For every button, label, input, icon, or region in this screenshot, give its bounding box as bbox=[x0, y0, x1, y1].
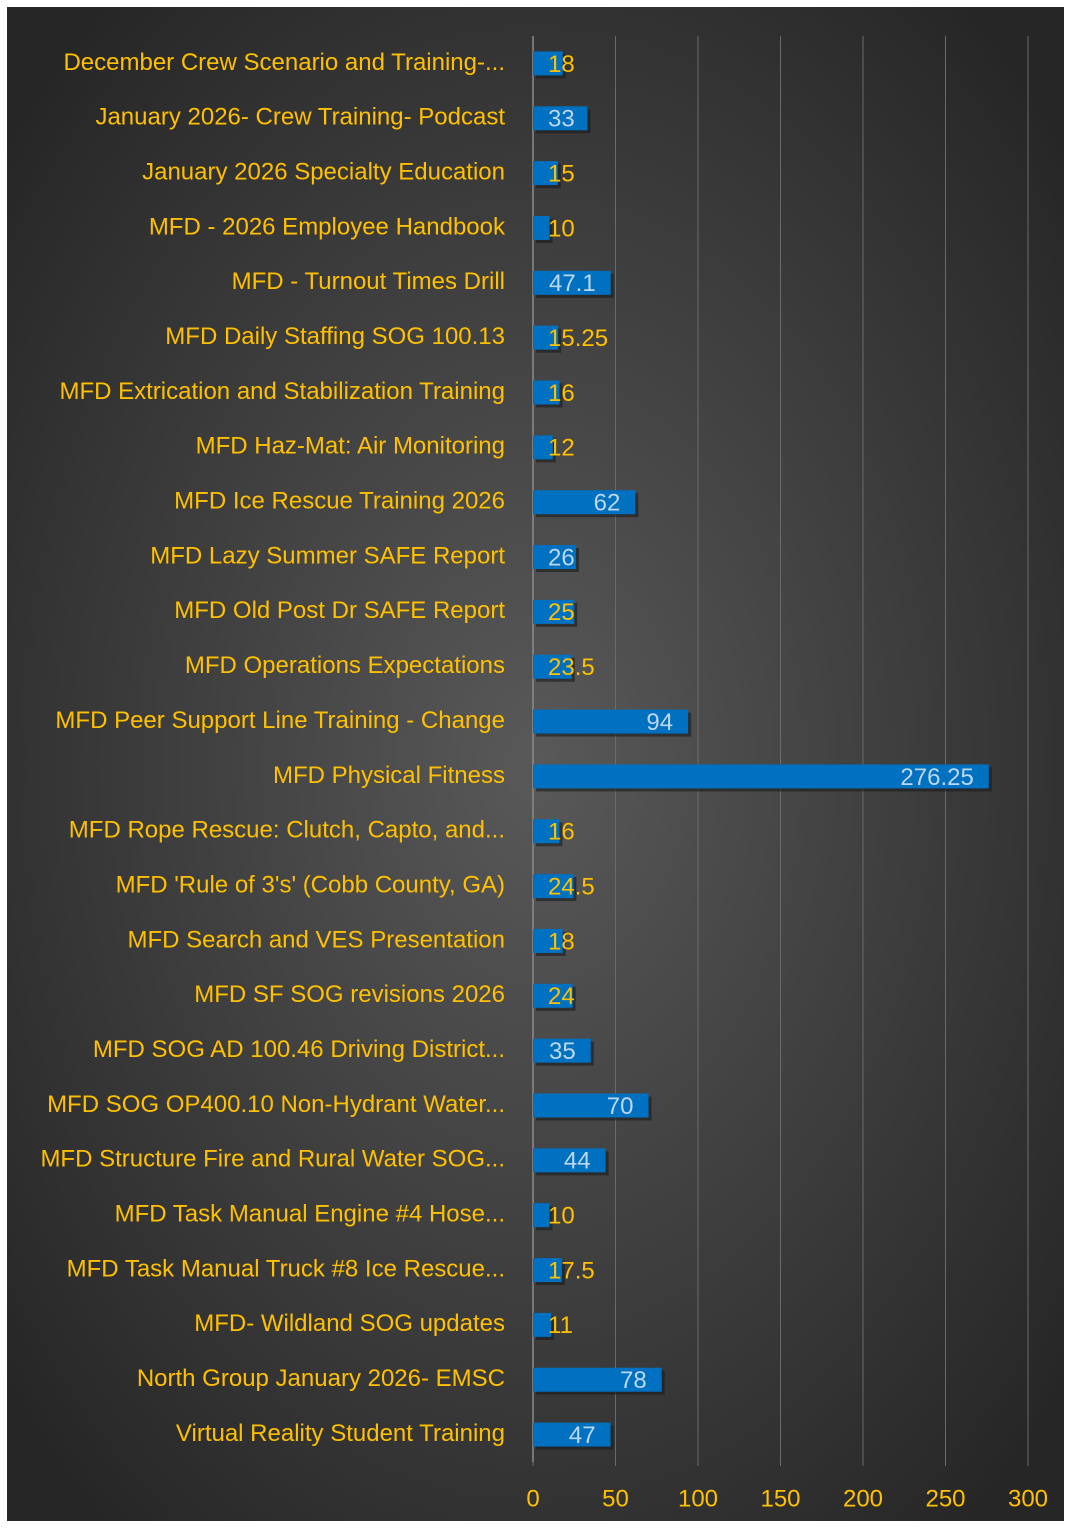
data-label: 15 bbox=[548, 160, 575, 187]
y-tick-label: MFD 'Rule of 3's' (Cobb County, GA) bbox=[116, 871, 505, 898]
bar bbox=[533, 490, 636, 515]
data-label: 16 bbox=[548, 819, 575, 846]
data-label: 70 bbox=[607, 1093, 634, 1120]
bar bbox=[533, 1367, 662, 1392]
y-tick-label: MFD Extrication and Stabilization Traini… bbox=[59, 378, 505, 405]
x-tick-label: 50 bbox=[602, 1485, 629, 1512]
y-tick-label: MFD Physical Fitness bbox=[273, 762, 505, 789]
bar bbox=[533, 325, 559, 350]
bar bbox=[533, 654, 572, 679]
y-tick-label: MFD Peer Support Line Training - Change bbox=[55, 707, 505, 734]
data-label: 276.25 bbox=[900, 764, 973, 791]
bar bbox=[533, 545, 576, 570]
bar bbox=[533, 1093, 649, 1118]
x-tick-label: 0 bbox=[526, 1485, 539, 1512]
y-tick-label: MFD SOG OP400.10 Non-Hydrant Water... bbox=[47, 1091, 505, 1118]
bar bbox=[533, 1038, 591, 1063]
bar bbox=[533, 435, 553, 460]
y-tick-label: North Group January 2026- EMSC bbox=[137, 1365, 505, 1392]
bar bbox=[533, 764, 989, 789]
y-tick-label: MFD- Wildland SOG updates bbox=[194, 1310, 505, 1337]
bar bbox=[533, 709, 689, 734]
bar bbox=[533, 599, 575, 624]
y-tick-label: Virtual Reality Student Training bbox=[176, 1420, 505, 1447]
data-label: 10 bbox=[548, 1203, 575, 1230]
y-tick-label: MFD Ice Rescue Training 2026 bbox=[174, 488, 505, 515]
data-label: 26 bbox=[548, 544, 575, 571]
data-label: 24 bbox=[548, 983, 575, 1010]
x-tick-label: 150 bbox=[760, 1485, 800, 1512]
data-label: 44 bbox=[564, 1148, 591, 1175]
x-tick-label: 300 bbox=[1008, 1485, 1048, 1512]
bar bbox=[533, 983, 573, 1008]
data-label: 47.1 bbox=[549, 270, 596, 297]
bar bbox=[533, 51, 563, 76]
y-tick-label: January 2026 Specialty Education bbox=[142, 158, 505, 185]
bar bbox=[533, 819, 560, 844]
bar bbox=[533, 380, 560, 405]
x-tick-label: 100 bbox=[678, 1485, 718, 1512]
data-label: 78 bbox=[620, 1367, 647, 1394]
y-tick-label: MFD SOG AD 100.46 Driving District... bbox=[93, 1036, 505, 1063]
x-tick-label: 200 bbox=[843, 1485, 883, 1512]
bar bbox=[533, 928, 563, 953]
y-tick-label: January 2026- Crew Training- Podcast bbox=[95, 104, 505, 131]
y-tick-label: MFD Task Manual Engine #4 Hose... bbox=[115, 1201, 505, 1228]
y-tick-label: MFD - 2026 Employee Handbook bbox=[149, 213, 506, 240]
y-tick-label: MFD Task Manual Truck #8 Ice Rescue... bbox=[67, 1255, 505, 1282]
bar bbox=[533, 1148, 606, 1173]
data-label: 24.5 bbox=[548, 873, 595, 900]
data-label: 47 bbox=[569, 1422, 596, 1449]
data-label: 23.5 bbox=[548, 654, 595, 681]
y-tick-label: December Crew Scenario and Training-... bbox=[63, 49, 505, 76]
bar bbox=[533, 106, 588, 131]
data-label: 17.5 bbox=[548, 1257, 595, 1284]
y-tick-label: MFD Daily Staffing SOG 100.13 bbox=[165, 323, 505, 350]
y-tick-label: MFD Rope Rescue: Clutch, Capto, and... bbox=[69, 817, 505, 844]
y-tick-label: MFD Operations Expectations bbox=[185, 652, 505, 679]
y-tick-label: MFD Structure Fire and Rural Water SOG..… bbox=[40, 1146, 505, 1173]
data-label: 25 bbox=[548, 599, 575, 626]
y-tick-label: MFD Old Post Dr SAFE Report bbox=[174, 597, 505, 624]
data-label: 33 bbox=[548, 106, 575, 133]
bar bbox=[533, 1422, 611, 1447]
y-tick-label: MFD - Turnout Times Drill bbox=[232, 268, 505, 295]
data-label: 35 bbox=[549, 1038, 576, 1065]
data-label: 18 bbox=[548, 928, 575, 955]
data-label: 10 bbox=[548, 215, 575, 242]
data-label: 94 bbox=[646, 709, 673, 736]
bar bbox=[533, 1203, 550, 1228]
bar bbox=[533, 215, 550, 240]
data-label: 16 bbox=[548, 380, 575, 407]
data-label: 11 bbox=[548, 1312, 573, 1339]
data-label: 18 bbox=[548, 51, 575, 78]
bar bbox=[533, 874, 574, 899]
bar bbox=[533, 1312, 552, 1337]
data-label: 62 bbox=[594, 490, 621, 517]
x-tick-label: 250 bbox=[925, 1485, 965, 1512]
bar bbox=[533, 270, 611, 295]
bar bbox=[533, 161, 558, 186]
y-tick-label: MFD Haz-Mat: Air Monitoring bbox=[196, 433, 505, 460]
y-tick-label: MFD Search and VES Presentation bbox=[127, 926, 505, 953]
bar bbox=[533, 1258, 562, 1283]
y-tick-label: MFD SF SOG revisions 2026 bbox=[194, 981, 505, 1008]
data-label: 15.25 bbox=[548, 325, 608, 352]
y-tick-label: MFD Lazy Summer SAFE Report bbox=[150, 542, 505, 569]
data-label: 12 bbox=[548, 435, 575, 462]
